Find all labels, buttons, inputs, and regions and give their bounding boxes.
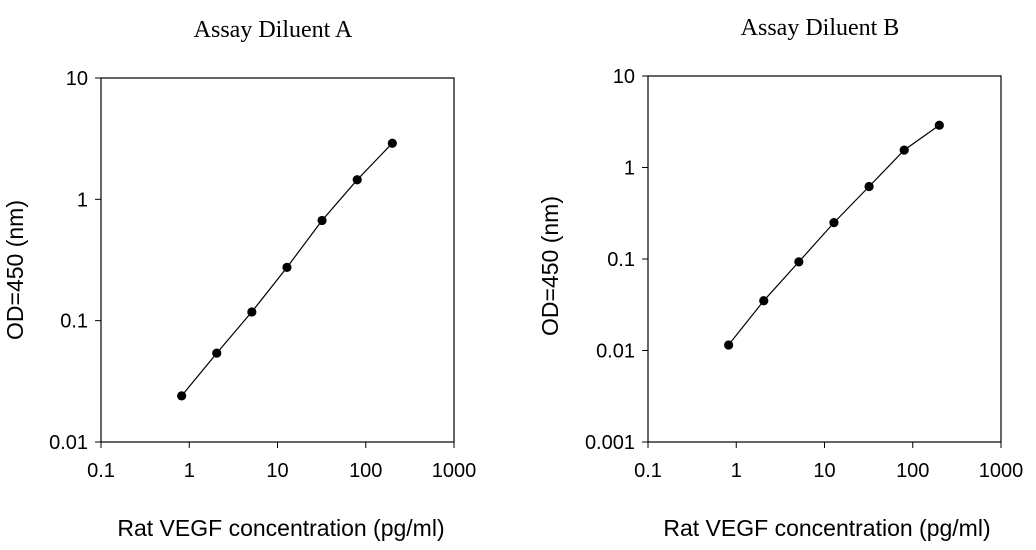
- panel-b: Assay Diluent B OD=450 (nm) Rat VEGF con…: [537, 15, 1023, 541]
- panel-b-data-point: [934, 120, 944, 130]
- panel-a-y-tick-label: 10: [66, 68, 88, 90]
- panel-b-x-tick-label: 10: [813, 460, 835, 482]
- panel-b-series-line: [728, 124, 940, 346]
- panel-b-y-tick-label: 1: [624, 158, 635, 180]
- panel-b-y-tick-label: 10: [613, 66, 635, 88]
- panel-a-data-point: [317, 215, 327, 226]
- panel-a: Assay Diluent A OD=450 (nm) Rat VEGF con…: [2, 17, 476, 541]
- panel-a-plot-area: 0.1 1 10 100 1000 0.01 0.1 1 10: [49, 68, 476, 482]
- panel-a-y-tick-label: 0.1: [60, 311, 88, 333]
- panel-a-title: Assay Diluent A: [194, 17, 353, 43]
- panel-b-data-point: [829, 217, 839, 228]
- panel-b-y-tick-label: 0.1: [607, 249, 635, 271]
- panel-a-x-tick-label: 100: [349, 460, 382, 482]
- panel-a-data-point: [247, 307, 257, 317]
- panel-b-data-point: [899, 145, 909, 155]
- panel-a-x-tick-label: 1000: [432, 460, 477, 482]
- panel-a-y-tick-label: 0.01: [49, 432, 88, 454]
- panel-b-x-axis-label: Rat VEGF concentration (pg/ml): [663, 515, 990, 541]
- panel-a-data-point: [212, 348, 222, 358]
- panel-b-data-point: [794, 257, 804, 267]
- panel-a-y-tick-label: 1: [77, 189, 88, 211]
- panel-b-x-tick-label: 0.1: [634, 460, 662, 482]
- panel-a-data-point: [387, 138, 397, 148]
- panel-a-data-point: [177, 391, 187, 401]
- panel-b-data-point: [759, 296, 769, 306]
- panel-b-y-tick-label: 0.001: [585, 432, 635, 454]
- panel-a-data-point: [352, 175, 362, 185]
- panel-b-data-point: [864, 181, 874, 192]
- panel-b-y-tick-label: 0.01: [596, 341, 635, 363]
- panel-b-plot-frame: [647, 75, 1002, 443]
- panel-b-title: Assay Diluent B: [741, 15, 900, 41]
- panel-b-x-tick-label: 1: [731, 460, 742, 482]
- panel-a-x-tick-label: 0.1: [87, 460, 115, 482]
- panel-b-x-tick-label: 1000: [979, 460, 1024, 482]
- panel-b-y-axis-label: OD=450 (nm): [537, 196, 563, 336]
- panel-b-data-point: [724, 340, 734, 350]
- panel-b-x-tick-label: 100: [896, 460, 929, 482]
- panel-a-x-tick-label: 10: [266, 460, 288, 482]
- panel-a-x-tick-label: 1: [184, 460, 195, 482]
- panel-a-y-axis-label: OD=450 (nm): [2, 200, 28, 340]
- panel-b-plot-area: 0.1 1 10 100 1000 0.001 0.01 0.1 1 10: [585, 66, 1023, 482]
- panel-a-x-axis-label: Rat VEGF concentration (pg/ml): [117, 515, 444, 541]
- panel-a-data-point: [282, 262, 292, 272]
- panel-a-plot-frame: [100, 77, 455, 443]
